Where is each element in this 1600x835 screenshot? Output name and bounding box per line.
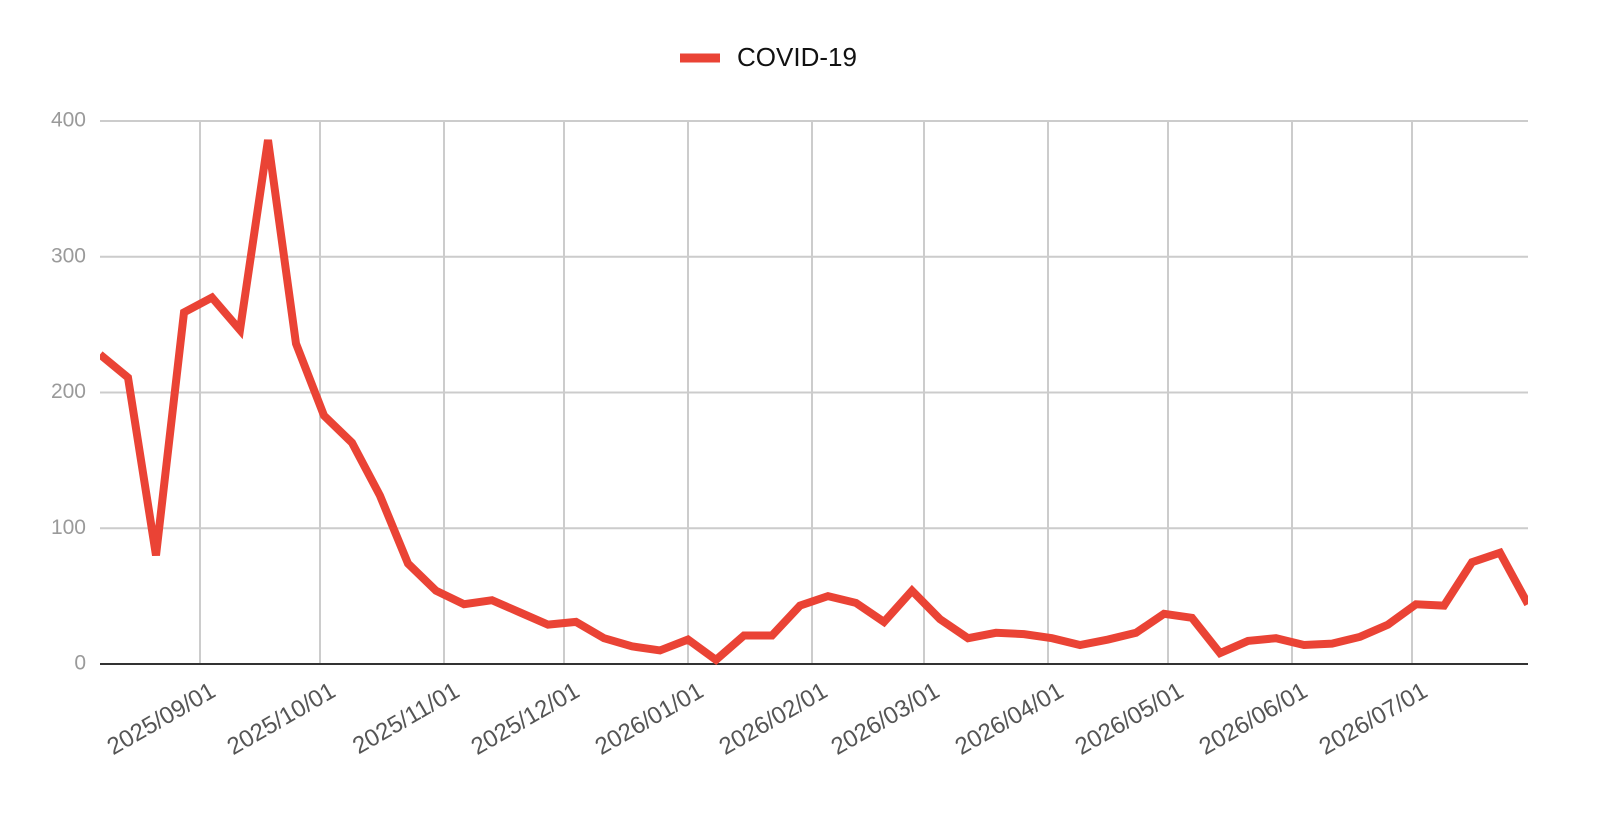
x-tick-label: 2026/03/01 [827, 677, 945, 760]
y-tick-label: 400 [51, 109, 86, 132]
data-line [100, 139, 1528, 666]
legend-label: COVID-19 [737, 42, 857, 72]
y-tick-label: 200 [51, 380, 86, 403]
x-tick-label: 2026/06/01 [1195, 677, 1313, 760]
x-tick-label: 2025/11/01 [348, 677, 464, 760]
x-tick-label: 2026/05/01 [1071, 677, 1189, 760]
x-tick-label: 2025/09/01 [103, 677, 221, 760]
x-tick-label: 2025/12/01 [467, 677, 585, 760]
x-tick-label: 2026/02/01 [715, 677, 833, 760]
x-tick-label: 2026/07/01 [1315, 677, 1433, 760]
x-tick-label: 2025/10/01 [223, 677, 341, 760]
y-tick-label: 100 [51, 516, 86, 539]
x-tick-label: 2026/04/01 [951, 677, 1069, 760]
y-tick-label: 300 [51, 244, 86, 267]
y-tick-label: 0 [74, 652, 86, 675]
x-tick-label: 2026/01/01 [591, 677, 709, 760]
